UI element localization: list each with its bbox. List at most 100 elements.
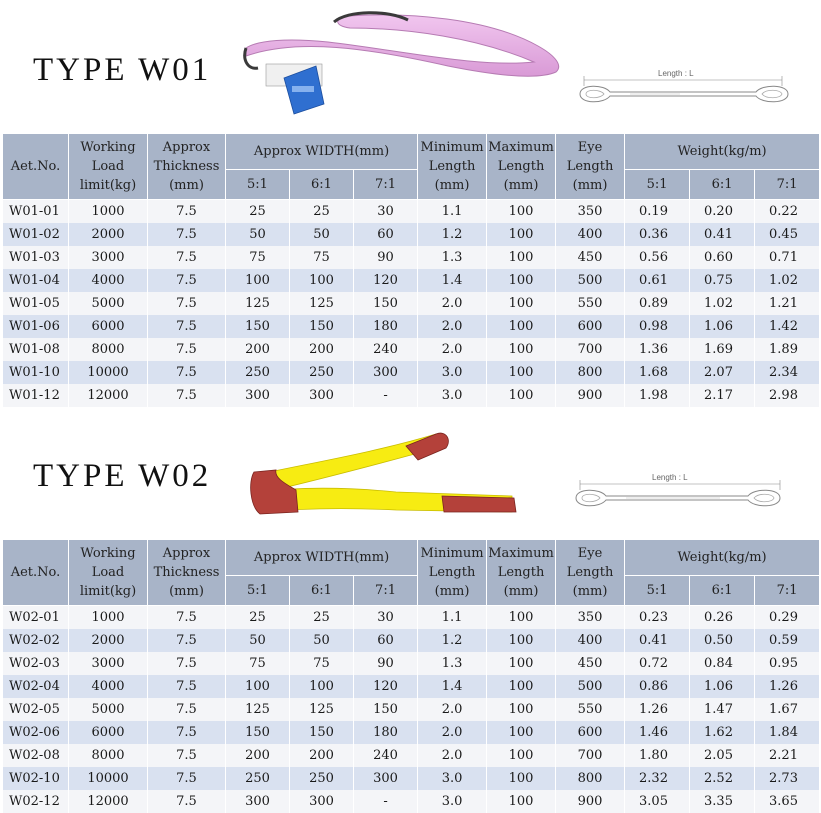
cell-weight-5-1: 0.19 <box>624 199 691 223</box>
cell-max-length: 100 <box>486 360 557 384</box>
cell-width-6-1: 300 <box>289 789 354 813</box>
cell-width-5-1: 125 <box>225 291 290 315</box>
table-row: W02-05 5000 7.5 125 125 150 2.0 100 550 1.26 1.47 1… <box>2 697 821 721</box>
cell-wll: 6000 <box>68 314 148 338</box>
cell-min-length: 2.0 <box>417 720 488 744</box>
cell-width-5-1: 50 <box>225 222 290 246</box>
cell-width-7-1: 90 <box>352 651 419 675</box>
cell-min-length: 2.0 <box>417 291 488 315</box>
table-body: W01-01 1000 7.5 25 25 30 1.1 100 350 0.19 0.20 0.22… <box>2 199 821 407</box>
cell-weight-6-1: 1.02 <box>689 291 756 315</box>
cell-weight-5-1: 2.32 <box>624 766 691 790</box>
cell-eye-length: 350 <box>555 605 626 629</box>
cell-weight-5-1: 0.23 <box>624 605 691 629</box>
cell-wll: 2000 <box>68 628 148 652</box>
cell-eye-length: 450 <box>555 651 626 675</box>
cell-wll: 6000 <box>68 720 148 744</box>
cell-art-no: W01-08 <box>2 337 69 361</box>
cell-eye-length: 800 <box>555 360 626 384</box>
cell-art-no: W02-02 <box>2 628 69 652</box>
cell-eye-length: 350 <box>555 199 626 223</box>
col-weight: Weight(kg/m) <box>624 133 821 170</box>
cell-width-7-1: 150 <box>352 697 419 721</box>
cell-thickness: 7.5 <box>147 314 226 338</box>
cell-thickness: 7.5 <box>147 199 226 223</box>
cell-eye-length: 400 <box>555 222 626 246</box>
sling-diagram-w02: Length : L <box>575 473 781 507</box>
cell-width-7-1: - <box>352 789 419 813</box>
cell-weight-6-1: 2.52 <box>689 766 756 790</box>
cell-weight-7-1: 2.21 <box>754 743 821 767</box>
cell-weight-7-1: 1.21 <box>754 291 821 315</box>
cell-max-length: 100 <box>486 268 557 292</box>
cell-min-length: 1.3 <box>417 245 488 269</box>
cell-width-5-1: 150 <box>225 314 290 338</box>
cell-wll: 10000 <box>68 360 148 384</box>
col-width-6-1: 6:1 <box>289 169 354 200</box>
cell-max-length: 100 <box>486 337 557 361</box>
col-width-7-1: 7:1 <box>352 575 419 606</box>
cell-min-length: 3.0 <box>417 766 488 790</box>
cell-max-length: 100 <box>486 222 557 246</box>
cell-weight-5-1: 0.89 <box>624 291 691 315</box>
cell-width-7-1: 300 <box>352 360 419 384</box>
cell-width-5-1: 75 <box>225 651 290 675</box>
table-row: W01-05 5000 7.5 125 125 150 2.0 100 550 0.89 1.02 1… <box>2 291 821 315</box>
cell-width-5-1: 200 <box>225 743 290 767</box>
cell-weight-7-1: 0.71 <box>754 245 821 269</box>
cell-wll: 4000 <box>68 268 148 292</box>
cell-art-no: W01-05 <box>2 291 69 315</box>
cell-wll: 2000 <box>68 222 148 246</box>
cell-weight-6-1: 2.07 <box>689 360 756 384</box>
cell-width-6-1: 100 <box>289 674 354 698</box>
cell-weight-7-1: 3.65 <box>754 789 821 813</box>
cell-weight-5-1: 1.68 <box>624 360 691 384</box>
cell-weight-6-1: 1.06 <box>689 674 756 698</box>
table-row: W01-02 2000 7.5 50 50 60 1.2 100 400 0.36 0.41 0.45 <box>2 222 821 246</box>
cell-width-5-1: 75 <box>225 245 290 269</box>
col-min-length: Minimum Length (mm) <box>417 539 488 606</box>
cell-weight-5-1: 1.26 <box>624 697 691 721</box>
cell-weight-6-1: 2.05 <box>689 743 756 767</box>
cell-thickness: 7.5 <box>147 605 226 629</box>
cell-width-7-1: 120 <box>352 674 419 698</box>
cell-min-length: 1.4 <box>417 674 488 698</box>
cell-width-7-1: 240 <box>352 743 419 767</box>
cell-max-length: 100 <box>486 314 557 338</box>
cell-width-6-1: 75 <box>289 245 354 269</box>
cell-min-length: 1.1 <box>417 199 488 223</box>
cell-width-7-1: 30 <box>352 605 419 629</box>
section-header: TYPE W02 Length : L <box>0 406 821 538</box>
cell-width-7-1: 120 <box>352 268 419 292</box>
cell-weight-7-1: 1.84 <box>754 720 821 744</box>
col-weight-5-1: 5:1 <box>624 575 691 606</box>
cell-weight-7-1: 0.45 <box>754 222 821 246</box>
table-header: Aet.No. Working Load limit(kg) Approx Thick… <box>2 133 821 200</box>
cell-min-length: 2.0 <box>417 743 488 767</box>
cell-width-5-1: 150 <box>225 720 290 744</box>
cell-weight-7-1: 0.22 <box>754 199 821 223</box>
cell-weight-6-1: 1.06 <box>689 314 756 338</box>
cell-eye-length: 550 <box>555 291 626 315</box>
cell-thickness: 7.5 <box>147 697 226 721</box>
cell-weight-6-1: 0.50 <box>689 628 756 652</box>
cell-max-length: 100 <box>486 720 557 744</box>
cell-min-length: 2.0 <box>417 697 488 721</box>
diagram-length-label: Length : L <box>652 473 688 482</box>
col-working-load-limit: Working Load limit(kg) <box>68 133 148 200</box>
col-working-load-limit: Working Load limit(kg) <box>68 539 148 606</box>
cell-width-6-1: 200 <box>289 337 354 361</box>
cell-art-no: W02-03 <box>2 651 69 675</box>
cell-weight-6-1: 1.47 <box>689 697 756 721</box>
cell-max-length: 100 <box>486 743 557 767</box>
diagram-length-label: Length : L <box>658 69 694 78</box>
cell-wll: 5000 <box>68 697 148 721</box>
cell-thickness: 7.5 <box>147 291 226 315</box>
cell-thickness: 7.5 <box>147 360 226 384</box>
cell-weight-5-1: 0.61 <box>624 268 691 292</box>
spec-table-w01: Aet.No. Working Load limit(kg) Approx Thick… <box>2 133 821 407</box>
col-max-length: Maximum Length (mm) <box>486 539 557 606</box>
cell-weight-6-1: 0.26 <box>689 605 756 629</box>
cell-max-length: 100 <box>486 245 557 269</box>
cell-weight-6-1: 2.17 <box>689 383 756 407</box>
